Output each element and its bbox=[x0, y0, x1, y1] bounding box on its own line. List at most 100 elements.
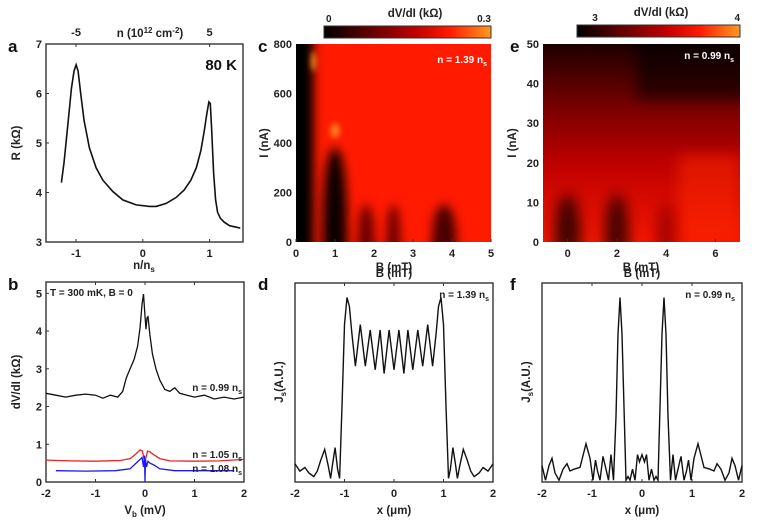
colorbar-label: dV/dI (kΩ) bbox=[634, 7, 689, 19]
heatmap-lobe bbox=[386, 204, 401, 242]
colorbar bbox=[576, 24, 741, 38]
x-tick-label: 6 bbox=[712, 248, 718, 260]
y-tick-label: 5 bbox=[36, 138, 42, 150]
panel-label-c: c bbox=[258, 37, 267, 56]
x-tick-label: 0 bbox=[293, 248, 299, 260]
x-axis-label: x (μm) bbox=[625, 505, 660, 517]
x-tick-label: 1 bbox=[689, 488, 695, 500]
y-tick-label: 20 bbox=[527, 158, 539, 170]
top-tick-label: 5 bbox=[207, 27, 213, 39]
annotation-density: n = 0.99 ns bbox=[685, 290, 735, 303]
panel-label-a: a bbox=[8, 37, 18, 56]
x-tick-label: -1 bbox=[91, 488, 101, 500]
x-tick-label: -2 bbox=[290, 488, 300, 500]
panel-a: -1 0 1 3 4 5 6 7 -5 5 80 K n (1012 cm-2) R (kΩ) n… bbox=[11, 26, 244, 274]
heatmap-hotspot bbox=[330, 123, 340, 139]
y-axis-label: Js(A.U.) bbox=[521, 361, 535, 403]
y-tick-label: 3 bbox=[36, 237, 42, 249]
top-axis-label: B (mT) bbox=[624, 268, 661, 280]
heatmap-features bbox=[554, 194, 678, 242]
y-tick-label: 0 bbox=[286, 237, 292, 249]
colorbar-label: dV/dI (kΩ) bbox=[388, 8, 443, 20]
x-tick-label: 2 bbox=[739, 488, 745, 500]
panel-e: 3 4 dV/dI (kΩ) 0 2 4 6 0 10 20 30 40 50 n = 0.99 … bbox=[507, 7, 741, 274]
panel-f: -2 -1 0 1 2 B (mT) n = 0.99 ns Js(A.U.) x (μm… bbox=[521, 268, 745, 517]
y-tick-label: 600 bbox=[274, 89, 292, 101]
annotation-density: n = 0.99 ns bbox=[684, 51, 734, 64]
y-axis-label: R (kΩ) bbox=[11, 125, 23, 160]
y-tick-label: 0 bbox=[533, 237, 539, 249]
series-line-js bbox=[541, 297, 743, 483]
annotation-temperature: 80 K bbox=[205, 57, 237, 74]
annotation-density: n = 1.39 ns bbox=[437, 55, 487, 68]
series-line-n099 bbox=[45, 294, 245, 400]
panel-d: -2 -1 0 1 2 B (mT) n = 1.39 ns Js(A.U.) x (μm… bbox=[274, 268, 496, 517]
x-tick-label: -1 bbox=[587, 488, 597, 500]
panel-b: -2 -1 0 1 2 0 1 2 3 4 5 T = 300 mK, B = 0 n = 0.99… bbox=[11, 281, 247, 519]
panel-c: 0 0.3 dV/dI (kΩ) 0 1 2 3 4 5 0 200 400 600 800 n =… bbox=[259, 8, 494, 274]
x-tick-label: 2 bbox=[371, 248, 377, 260]
heatmap-hotspot bbox=[311, 51, 316, 72]
x-tick-label: 1 bbox=[207, 248, 213, 260]
y-tick-label: 30 bbox=[527, 118, 539, 130]
y-tick-label: 2 bbox=[36, 402, 42, 414]
heatmap-bright-region bbox=[678, 154, 740, 242]
top-tick-label: -5 bbox=[71, 27, 81, 39]
heatmap-lobe bbox=[322, 147, 348, 242]
y-tick-label: 50 bbox=[527, 39, 539, 51]
label-n108: n = 1.08 ns bbox=[192, 464, 242, 477]
heatmap-dark-region bbox=[636, 44, 740, 100]
top-axis-label: n (1012 cm-2) bbox=[117, 26, 184, 40]
annotation-conditions: T = 300 mK, B = 0 bbox=[50, 288, 133, 299]
x-tick-label: 0 bbox=[639, 488, 645, 500]
annotation-density: n = 1.39 ns bbox=[439, 290, 489, 303]
y-tick-label: 6 bbox=[36, 89, 42, 101]
x-tick-label: -2 bbox=[41, 488, 51, 500]
x-tick-label: 4 bbox=[449, 248, 456, 260]
y-tick-label: 200 bbox=[274, 188, 292, 200]
x-tick-label: 1 bbox=[440, 488, 446, 500]
panel-label-b: b bbox=[8, 275, 18, 294]
x-tick-label: 0 bbox=[391, 488, 397, 500]
y-tick-label: 10 bbox=[527, 197, 539, 209]
top-axis-label: B (mT) bbox=[376, 268, 413, 280]
y-tick-label: 4 bbox=[36, 188, 43, 200]
heatmap-lobe bbox=[554, 194, 582, 242]
y-tick-label: 0 bbox=[36, 477, 42, 489]
panel-label-e: e bbox=[510, 37, 519, 56]
x-tick-label: 0 bbox=[140, 248, 146, 260]
x-tick-label: -1 bbox=[71, 248, 81, 260]
heatmap-features bbox=[296, 44, 457, 242]
heatmap-lobe bbox=[604, 194, 630, 242]
colorbar bbox=[323, 25, 492, 39]
x-tick-label: 2 bbox=[241, 488, 247, 500]
x-tick-label: 3 bbox=[410, 248, 416, 260]
x-axis-label: x (μm) bbox=[377, 505, 412, 517]
axes-frame bbox=[541, 282, 743, 483]
x-axis-label: n/ns bbox=[133, 260, 155, 274]
x-tick-label: 1 bbox=[191, 488, 197, 500]
x-tick-label: -1 bbox=[340, 488, 350, 500]
x-axis-label: B (mT) bbox=[623, 262, 660, 274]
panel-label-d: d bbox=[258, 275, 268, 294]
heatmap-hotspots bbox=[311, 51, 340, 139]
y-axis-label: I (nA) bbox=[259, 128, 271, 158]
y-tick-label: 1 bbox=[36, 439, 42, 451]
colorbar-min-label: 0 bbox=[326, 14, 332, 25]
y-tick-label: 7 bbox=[36, 39, 42, 51]
heatmap-black-band bbox=[296, 44, 314, 242]
y-tick-label: 800 bbox=[274, 39, 292, 51]
y-axis-label: I (nA) bbox=[507, 128, 519, 158]
heatmap-lobe bbox=[357, 204, 375, 242]
y-tick-label: 4 bbox=[36, 326, 43, 338]
x-axis-label: Vb (mV) bbox=[124, 505, 165, 519]
colorbar-max-label: 0.3 bbox=[477, 14, 491, 25]
y-tick-label: 3 bbox=[36, 364, 42, 376]
y-axis-label: dV/dI (kΩ) bbox=[11, 355, 23, 410]
colorbar-max-label: 4 bbox=[734, 13, 740, 24]
heatmap bbox=[543, 44, 740, 242]
x-tick-label: -2 bbox=[537, 488, 547, 500]
x-axis-label: B (mT) bbox=[376, 262, 413, 274]
x-tick-label: 0 bbox=[565, 248, 571, 260]
